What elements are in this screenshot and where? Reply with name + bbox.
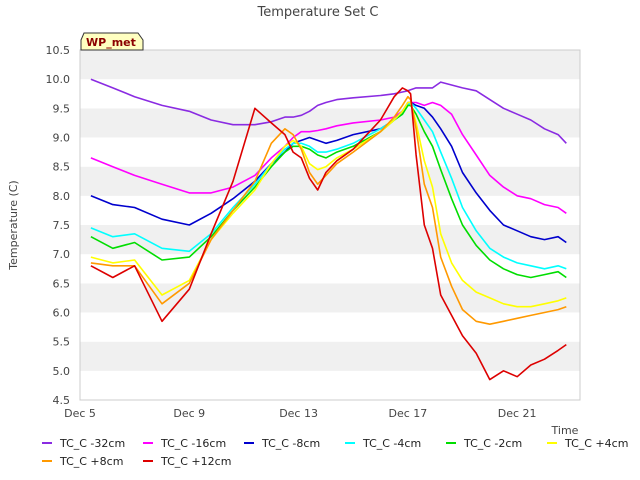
x-axis-title: Time xyxy=(551,424,579,437)
x-tick-label: Dec 5 xyxy=(64,407,96,420)
grid-band xyxy=(80,50,580,80)
legend-label: TC_C +12cm xyxy=(160,455,231,468)
series-line-7 xyxy=(90,87,567,381)
x-axis-ticks: Dec 5 Dec 9 Dec 13 Dec 17 Dec 21 xyxy=(64,407,536,420)
legend-item: TC_C -4cm xyxy=(345,437,421,450)
x-tick-label: Dec 13 xyxy=(279,407,318,420)
legend-item: TC_C -32cm xyxy=(42,437,125,450)
plot-frame xyxy=(79,49,581,401)
series-line-5 xyxy=(90,101,567,308)
y-axis-ticks: 4.5 5.0 5.5 6.0 6.5 7.0 7.5 8.0 8.5 9.0 9.5 10.0 10.… xyxy=(46,44,71,407)
series-line-6 xyxy=(90,95,567,326)
badge-label: WP_met xyxy=(86,36,136,49)
grid-band xyxy=(80,195,580,225)
legend-label: TC_C +8cm xyxy=(59,455,123,468)
y-tick-label: 7.5 xyxy=(53,219,71,232)
grid-band xyxy=(80,108,580,138)
legend-item: TC_C -16cm xyxy=(143,437,226,450)
y-tick-label: 9.5 xyxy=(53,102,71,115)
y-tick-label: 5.0 xyxy=(53,365,71,378)
chart-title: Temperature Set C xyxy=(256,5,378,20)
legend-label: TC_C -16cm xyxy=(160,437,226,450)
legend-label: TC_C -4cm xyxy=(362,437,421,450)
y-tick-label: 10.0 xyxy=(46,73,71,86)
grid-band xyxy=(80,341,580,371)
legend-item: TC_C -8cm xyxy=(244,437,320,450)
x-tick-label: Dec 9 xyxy=(173,407,205,420)
x-tick-label: Dec 21 xyxy=(498,407,537,420)
legend-label: TC_C +4cm xyxy=(564,437,628,450)
y-tick-label: 6.0 xyxy=(53,307,71,320)
x-tick-label: Dec 17 xyxy=(388,407,427,420)
station-badge: WP_met xyxy=(80,32,144,51)
y-axis-title: Temperature (C) xyxy=(7,180,20,270)
y-tick-label: 7.0 xyxy=(53,248,71,261)
legend-label: TC_C -2cm xyxy=(463,437,522,450)
grid-band xyxy=(80,370,580,400)
grid-band xyxy=(80,225,580,255)
series-lines xyxy=(90,78,567,381)
series-line-0 xyxy=(90,78,567,144)
legend-label: TC_C -8cm xyxy=(261,437,320,450)
legend: TC_C -32cm TC_C -16cm TC_C -8cm TC_C -4cm TC… xyxy=(42,437,628,468)
legend-item: TC_C +8cm xyxy=(42,455,123,468)
badge-box xyxy=(80,32,144,51)
y-tick-label: 9.0 xyxy=(53,132,71,145)
y-tick-label: 8.5 xyxy=(53,161,71,174)
y-tick-label: 6.5 xyxy=(53,277,71,290)
grid-bands xyxy=(80,50,580,400)
y-tick-label: 10.5 xyxy=(46,44,71,57)
legend-item: TC_C +4cm xyxy=(547,437,628,450)
grid-band xyxy=(80,283,580,313)
y-tick-label: 4.5 xyxy=(53,394,71,407)
legend-label: TC_C -32cm xyxy=(59,437,125,450)
y-tick-label: 8.0 xyxy=(53,190,71,203)
grid-band xyxy=(80,312,580,342)
grid-band xyxy=(80,254,580,284)
legend-item: TC_C +12cm xyxy=(143,455,231,468)
legend-item: TC_C -2cm xyxy=(446,437,522,450)
y-tick-label: 5.5 xyxy=(53,336,71,349)
